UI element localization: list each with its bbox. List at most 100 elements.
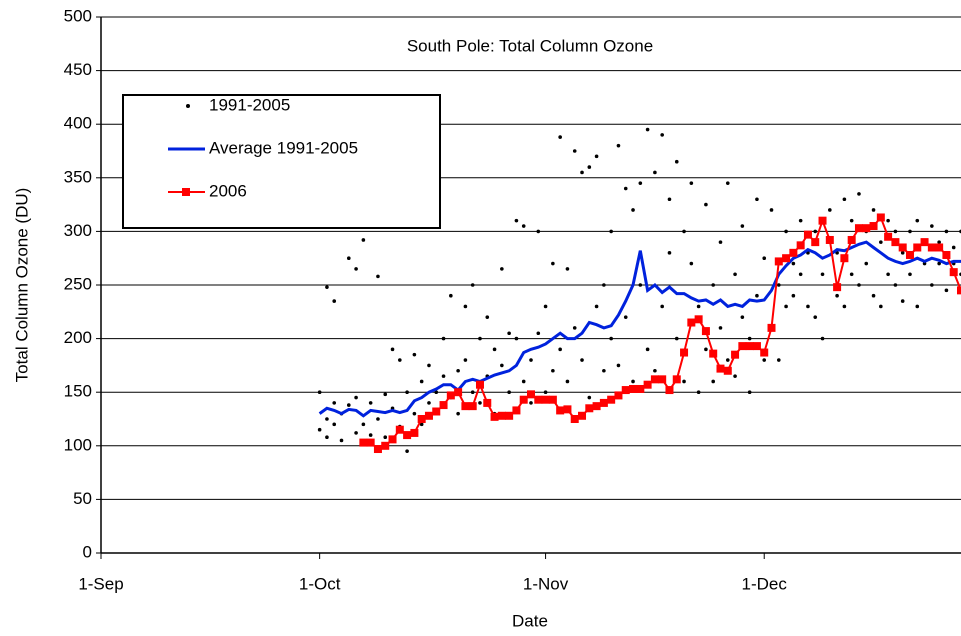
data-marker [629,384,638,393]
data-marker [366,438,375,447]
data-point [944,229,949,234]
data-point [383,435,388,440]
data-point [441,336,446,341]
data-marker [913,243,922,252]
data-point [405,390,409,395]
data-marker [723,366,732,375]
data-marker [497,411,506,420]
data-point [762,358,767,362]
data-point [565,379,570,384]
data-point [529,358,533,362]
y-tick-label: 50 [73,489,92,508]
data-point [704,202,708,207]
data-point [602,283,606,287]
data-marker [403,431,412,440]
data-point [755,293,759,298]
data-point [886,272,890,277]
data-point [572,149,577,153]
data-point [623,186,628,191]
data-marker [446,391,455,400]
data-point [645,127,650,132]
data-point [580,358,584,362]
data-marker [388,435,397,444]
data-point [908,272,912,277]
data-marker [709,349,718,358]
data-point [478,401,482,405]
data-marker [454,388,463,397]
data-point [820,272,825,277]
y-tick-label: 150 [64,382,92,401]
data-point [791,293,796,298]
data-point [398,358,402,362]
data-marker [701,327,710,336]
data-point [419,379,424,384]
data-marker [512,406,521,415]
data-marker [614,391,623,400]
data-point [478,336,482,341]
data-point [857,192,861,196]
data-point [776,358,781,362]
legend-label: 2006 [209,181,247,200]
data-marker [752,342,761,351]
data-marker [563,405,572,414]
data-point [667,251,672,255]
data-marker [796,241,805,250]
data-marker [833,283,842,292]
data-point [412,411,417,416]
data-point [645,347,650,352]
data-marker [461,402,470,411]
data-point [551,261,555,266]
data-point [317,390,322,395]
data-point [507,331,511,336]
data-point [762,256,767,261]
data-point [456,368,460,373]
data-point [696,304,701,309]
data-point [849,218,854,223]
data-point [893,283,898,287]
data-point [317,427,322,432]
data-point [638,283,643,287]
data-point [674,336,679,341]
data-point [740,224,745,228]
data-point [543,390,548,395]
data-marker [570,415,579,423]
data-point [784,229,788,234]
data-point [908,229,912,234]
y-tick-label: 100 [64,435,92,454]
legend-label: 1991-2005 [209,95,290,114]
data-point [813,229,818,234]
data-point [514,336,519,341]
x-tick-label: 1-Oct [299,574,341,593]
data-marker [636,384,645,393]
data-point [346,256,351,261]
data-marker [774,257,783,266]
data-marker [432,407,441,416]
data-marker [410,428,419,437]
data-point [361,422,366,427]
data-point [594,154,599,159]
data-marker [680,348,689,357]
y-tick-label: 0 [83,542,92,561]
data-point [682,229,686,234]
data-marker [468,402,477,411]
data-point [390,347,395,352]
data-point [915,304,920,309]
data-point [463,304,468,309]
data-point [521,379,526,384]
data-point [871,293,876,298]
data-point [325,435,329,440]
data-marker [687,318,696,327]
data-point [725,358,730,362]
data-point [325,285,329,289]
legend-box [122,94,441,229]
data-marker [381,441,390,450]
data-point [485,315,490,319]
data-marker [548,395,557,404]
data-point [434,390,439,395]
data-marker [556,406,565,415]
data-marker [359,438,368,447]
data-marker [942,250,951,259]
data-marker [483,398,492,407]
data-marker [927,243,936,252]
